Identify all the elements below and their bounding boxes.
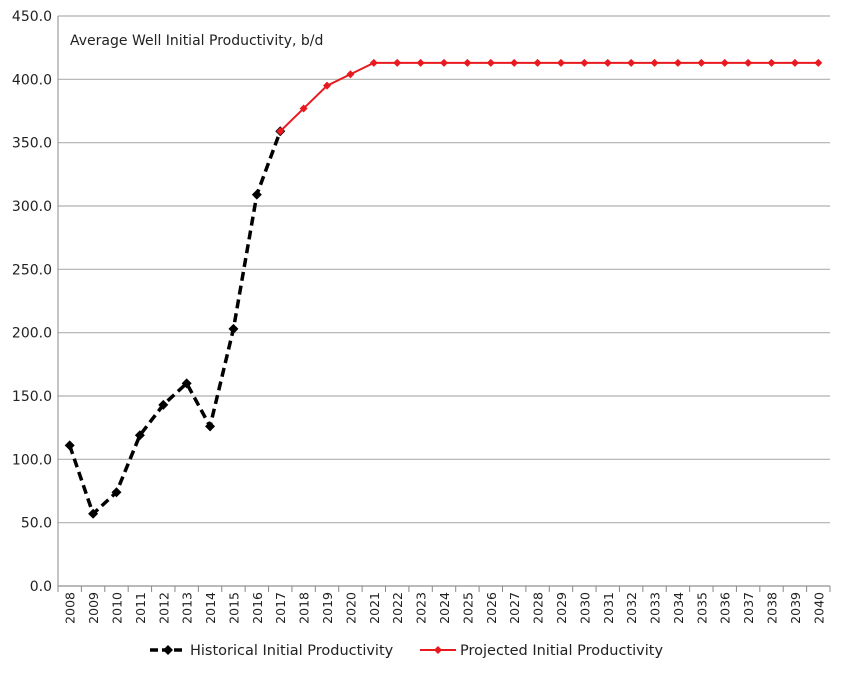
data-point-marker [486,58,495,67]
x-tick-label: 2030 [577,592,592,624]
data-point-marker [276,127,285,136]
x-tick-label: 2039 [788,592,803,624]
y-tick-label: 450.0 [12,9,52,25]
x-tick-label: 2031 [601,592,616,624]
y-tick-label: 350.0 [12,136,52,152]
data-point-marker [64,440,75,451]
x-tick-label: 2025 [460,592,475,624]
x-tick-label: 2036 [718,592,733,624]
data-point-marker [323,81,332,90]
x-tick-label: 2026 [484,592,499,624]
x-tick-label: 2008 [63,592,78,624]
data-point-marker [556,58,565,67]
series-line-0 [68,130,282,517]
data-point-marker [673,58,682,67]
y-axis-ticks: 0.0 50.0 100.0 150.0 200.0 250.0 300.0 350.0 400… [12,9,52,595]
x-tick-label: 2011 [133,592,148,624]
legend-label: Projected Initial Productivity [460,643,663,659]
x-tick-label: 2027 [507,592,522,624]
x-tick-label: 2019 [320,592,335,624]
y-tick-label: 50.0 [21,516,52,532]
data-point-marker [650,58,659,67]
y-tick-label: 300.0 [12,199,52,215]
data-point-marker [134,430,145,441]
data-point-marker [744,58,753,67]
x-tick-label: 2009 [86,592,101,624]
x-tick-label: 2028 [531,592,546,624]
data-point-marker [463,58,472,67]
chart-title: Average Well Initial Productivity, b/d [70,33,323,49]
data-point-marker [111,487,122,498]
y-tick-label: 400.0 [12,72,52,88]
y-tick-label: 150.0 [12,389,52,405]
data-point-marker [434,646,442,654]
data-point-marker [767,58,776,67]
x-tick-label: 2022 [390,592,405,624]
x-tick-label: 2021 [367,592,382,624]
x-tick-label: 2010 [109,592,124,624]
x-tick-label: 2024 [437,592,452,624]
series-line-1 [279,61,819,132]
data-point-marker [814,58,823,67]
data-point-marker [510,58,519,67]
x-tick-label: 2023 [414,592,429,624]
data-point-marker [158,399,169,410]
data-point-marker [697,58,706,67]
y-tick-label: 250.0 [12,262,52,278]
gridlines [57,15,830,587]
x-tick-label: 2040 [811,592,826,624]
data-point-marker [251,189,262,200]
data-point-marker [603,58,612,67]
x-tick-label: 2018 [297,592,312,624]
data-point-marker [393,58,402,67]
data-point-marker [228,323,239,334]
x-tick-label: 2038 [765,592,780,624]
legend-label: Historical Initial Productivity [190,643,394,659]
data-point-marker [533,58,542,67]
data-point-marker [346,70,355,79]
x-tick-label: 2034 [671,592,686,624]
series-group [64,58,823,519]
data-point-marker [163,645,173,655]
x-tick-label: 2035 [694,592,709,624]
x-tick-label: 2015 [226,592,241,624]
y-tick-label: 200.0 [12,326,52,342]
data-point-marker [720,58,729,67]
x-tick-label: 2029 [554,592,569,624]
x-tick-label: 2013 [180,592,195,624]
data-point-marker [88,508,99,519]
x-tick-label: 2033 [648,592,663,624]
data-point-marker [580,58,589,67]
data-point-marker [790,58,799,67]
data-point-marker [627,58,636,67]
data-point-marker [416,58,425,67]
x-tick-label: 2014 [203,592,218,624]
x-tick-label: 2016 [250,592,265,624]
x-tick-label: 2037 [741,592,756,624]
x-tick-label: 2017 [273,592,288,624]
x-axis-ticks: 2008 2009 2010 2011 2012 2013 2014 2015 2016 2017… [57,586,831,624]
x-tick-label: 2012 [156,592,171,624]
y-tick-label: 0.0 [30,579,52,595]
x-tick-label: 2032 [624,592,639,624]
data-point-marker [299,104,308,113]
legend: Historical Initial Productivity Projected… [150,643,663,659]
data-point-marker [181,378,192,389]
data-point-marker [369,58,378,67]
data-point-marker [205,421,216,432]
y-tick-label: 100.0 [12,452,52,468]
data-point-marker [440,58,448,67]
x-tick-label: 2020 [343,592,358,624]
